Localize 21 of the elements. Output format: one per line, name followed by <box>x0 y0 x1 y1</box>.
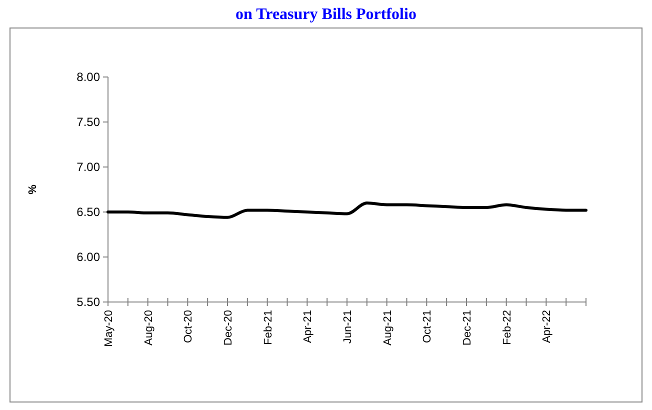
x-tick-label: Apr-22 <box>541 310 554 344</box>
x-tick-label: Oct-21 <box>422 310 434 344</box>
y-tick-label: 6.50 <box>76 205 100 220</box>
x-tick-label: Feb-21 <box>262 310 274 345</box>
x-tick-label: Aug-21 <box>382 310 394 346</box>
x-tick-label: Apr-21 <box>302 310 314 344</box>
y-tick-label: 7.50 <box>76 115 100 130</box>
x-tick-label: Dec-20 <box>222 310 234 346</box>
x-tick-label: May-20 <box>103 310 115 347</box>
line-series <box>106 202 588 219</box>
x-tick-label: Jun-21 <box>342 310 354 344</box>
y-tick-label: 6.00 <box>76 250 100 264</box>
y-tick-label: 5.50 <box>76 295 100 310</box>
x-tick-label: Aug-20 <box>142 310 155 346</box>
x-tick-label: Feb-22 <box>501 310 514 345</box>
y-tick-label: 8.00 <box>76 70 100 84</box>
x-tick-label: Oct-20 <box>182 310 195 344</box>
y-axis-title: % <box>27 184 39 194</box>
y-tick-label: 7.00 <box>76 160 100 174</box>
x-tick-label: Dec-21 <box>462 310 474 346</box>
chart-title: on Treasury Bills Portfolio <box>236 6 416 23</box>
